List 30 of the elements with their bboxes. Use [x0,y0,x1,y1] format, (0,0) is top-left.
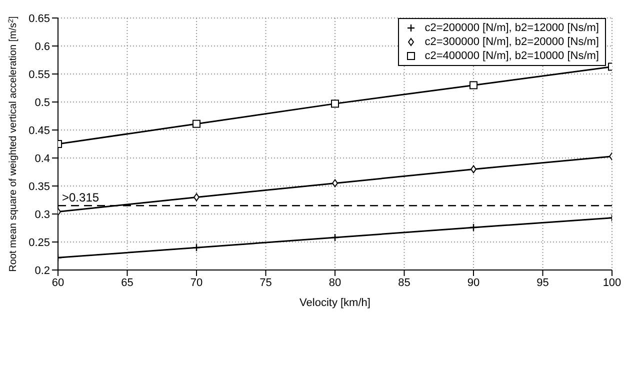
x-tick-label: 75 [260,276,272,289]
x-tick-label: 80 [328,276,342,289]
ref-line-label: >0.315 [62,190,100,205]
x-tick-label: 60 [52,276,64,289]
point [470,165,476,174]
x-axis-title: Velocity [km/h] [300,297,370,309]
y-tick-label: 0.35 [28,180,50,193]
x-tick-label: 85 [398,276,410,289]
x-tick-label: 90 [467,276,480,289]
legend-label: c2=300000 [N/m], b2=20000 [Ns/m] [424,35,599,49]
y-tick-label: 0.25 [28,236,50,249]
x-tick-label: 65 [121,276,134,289]
y-tick-label: 0.65 [28,12,50,25]
x-tick-label: 70 [190,276,203,289]
x-tick-label: 100 [602,276,622,289]
point [192,120,200,128]
point [332,179,338,188]
y-tick-label: 0.2 [34,264,50,277]
x-tick-label: 95 [536,276,549,289]
y-tick-label: 0.6 [34,40,50,53]
y-tick-label: 0.4 [34,152,50,165]
y-tick-label: 0.45 [28,124,50,137]
point [194,193,200,202]
point [470,81,478,90]
y-tick-label: 0.5 [34,96,50,109]
y-tick-label: 0.3 [34,208,50,221]
legend-label: c2=200000 [N/m], b2=12000 [Ns/m] [424,21,599,35]
legend-label: c2=400000 [N/m], b2=10000 [Ns/m] [424,49,599,63]
point [331,100,339,108]
y-tick-label: 0.55 [28,68,50,81]
